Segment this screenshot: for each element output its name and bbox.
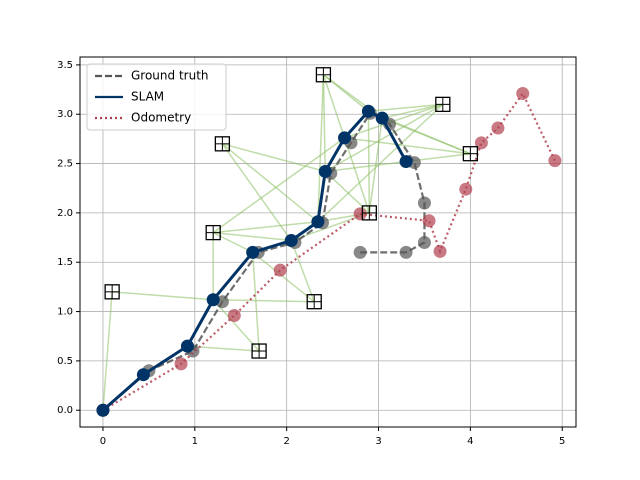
observation-line <box>222 143 326 173</box>
observation-line <box>317 103 444 223</box>
observation-line <box>213 231 292 242</box>
series-marker <box>246 245 260 259</box>
series-marker <box>417 235 431 249</box>
observation-line <box>112 291 214 301</box>
observation-line <box>367 111 371 213</box>
series-marker <box>136 368 150 382</box>
series-marker <box>311 215 325 229</box>
series-marker <box>338 131 352 145</box>
observation-line <box>317 74 325 222</box>
series-marker <box>206 293 220 307</box>
y-tick-label: 1.0 <box>57 307 73 318</box>
series-marker <box>474 136 488 150</box>
y-tick-label: 3.0 <box>57 109 73 120</box>
series-marker <box>516 87 530 101</box>
observation-line <box>343 137 371 214</box>
series-line <box>102 91 556 412</box>
series-marker <box>422 214 436 228</box>
observation-line <box>252 251 315 303</box>
observation-line <box>381 117 471 155</box>
observation-line <box>382 103 443 119</box>
x-tick-label: 1 <box>192 436 198 447</box>
series-marker <box>318 164 332 178</box>
x-tick-label: 5 <box>559 436 565 447</box>
series-marker <box>180 339 194 353</box>
series-marker <box>548 154 562 168</box>
series-marker <box>273 263 287 277</box>
series-marker <box>375 111 389 125</box>
series-marker <box>227 309 241 323</box>
series-marker <box>417 196 431 210</box>
series-marker <box>361 104 375 118</box>
series-marker <box>174 357 188 371</box>
series-marker <box>284 234 298 248</box>
series-marker <box>353 207 367 221</box>
y-tick-label: 0.0 <box>57 405 73 416</box>
observation-line <box>324 103 444 173</box>
x-tick-label: 4 <box>467 436 473 447</box>
y-tick-label: 2.5 <box>57 159 73 170</box>
series-marker <box>433 244 447 258</box>
x-tick-label: 3 <box>375 436 381 447</box>
observation-line <box>212 137 345 234</box>
observation-line <box>213 221 318 234</box>
legend-label: Ground truth <box>131 69 209 83</box>
observation-line <box>368 118 383 213</box>
series-marker <box>353 245 367 259</box>
x-tick-label: 0 <box>100 436 106 447</box>
observation-line <box>221 143 292 241</box>
observation-line <box>322 74 346 139</box>
series-marker <box>399 155 413 169</box>
legend-label: Odometry <box>131 111 191 125</box>
y-tick-label: 0.5 <box>57 356 73 367</box>
observation-line <box>212 299 260 352</box>
observation-line <box>221 143 319 223</box>
observation-line <box>102 291 113 411</box>
y-tick-label: 3.5 <box>57 60 73 71</box>
series-marker <box>491 121 505 135</box>
legend-box <box>86 63 227 131</box>
y-tick-label: 1.5 <box>57 257 73 268</box>
observation-line <box>325 152 471 173</box>
observation-line <box>322 74 326 172</box>
series-marker <box>96 403 110 417</box>
observation-line <box>213 298 315 303</box>
legend-label: SLAM <box>131 90 164 104</box>
observation-line <box>368 103 443 113</box>
y-tick-label: 2.0 <box>57 208 73 219</box>
observation-line <box>251 252 260 352</box>
observation-line <box>290 240 315 302</box>
series-marker <box>459 182 473 196</box>
observation-line <box>344 137 471 155</box>
series-marker <box>399 245 413 259</box>
axes-frame <box>79 56 577 428</box>
x-tick-label: 2 <box>283 436 289 447</box>
